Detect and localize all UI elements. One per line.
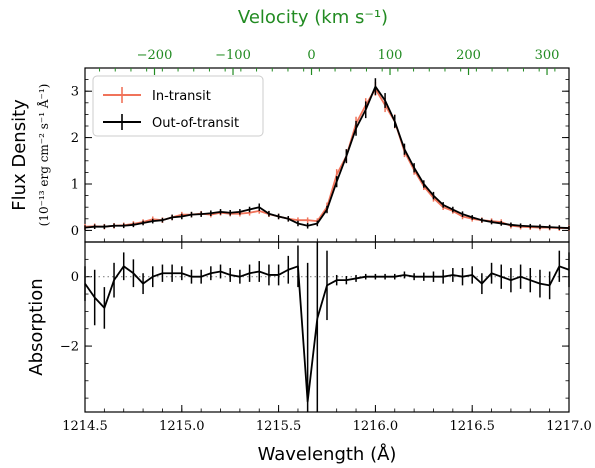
wavelength-x-axis: 1214.5 1215.0 1215.5 1216.0 1216.5 1217.0 <box>62 235 592 434</box>
abs-y-tick-label: −2 <box>60 340 79 355</box>
top-axis-title: Velocity (km s⁻¹) <box>238 7 388 28</box>
absorption-panel-frame <box>84 241 570 413</box>
series-absorption <box>84 242 570 412</box>
series-line-absorption <box>84 265 570 403</box>
top-tick-label: 300 <box>535 48 560 63</box>
x-tick-label: 1216.0 <box>353 419 399 434</box>
x-tick-label: 1216.5 <box>449 419 495 434</box>
flux-y-axis: 0 1 2 3 <box>71 79 569 239</box>
flux-y-tick-label: 0 <box>71 224 79 239</box>
flux-y-title: Flux Density <box>9 99 30 211</box>
top-tick-label: 0 <box>307 48 315 63</box>
top-tick-label: −200 <box>137 48 173 63</box>
legend-label-in-transit: In-transit <box>152 89 211 104</box>
legend: In-transit Out-of-transit <box>92 75 264 137</box>
series-out-of-transit <box>84 78 570 231</box>
x-tick-label: 1215.0 <box>159 419 205 434</box>
top-tick-label: 200 <box>456 48 481 63</box>
flux-y-units: (10⁻¹³ erg cm⁻² s⁻¹ Å⁻¹) <box>36 84 51 227</box>
legend-label-out-of-transit: Out-of-transit <box>152 116 239 131</box>
x-axis-title: Wavelength (Å) <box>258 443 397 465</box>
flux-y-tick-label: 2 <box>71 131 79 146</box>
flux-series-group <box>84 78 570 231</box>
top-tick-label: 100 <box>378 48 403 63</box>
top-velocity-axis: −200 −100 0 100 200 300 <box>99 48 560 75</box>
absorption-y-axis: −2 0 <box>60 258 569 399</box>
x-tick-label: 1217.0 <box>546 419 592 434</box>
absorption-y-title: Absorption <box>26 278 47 375</box>
x-tick-label: 1214.5 <box>62 419 108 434</box>
absorption-series-group <box>84 242 570 412</box>
flux-y-tick-label: 3 <box>71 85 79 100</box>
series-line-out-of-transit <box>84 85 570 229</box>
abs-y-tick-label: 0 <box>71 270 79 285</box>
top-tick-label: −100 <box>215 48 251 63</box>
flux-y-tick-label: 1 <box>71 178 79 193</box>
x-tick-label: 1215.5 <box>256 419 302 434</box>
